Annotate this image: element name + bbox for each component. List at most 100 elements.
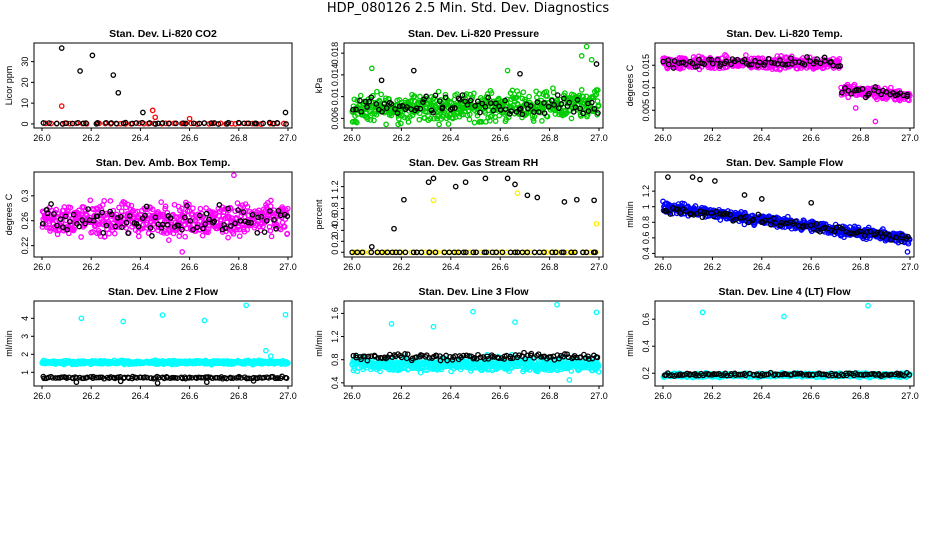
- data-point: [282, 311, 289, 318]
- data-point: [515, 91, 522, 98]
- y-axis-label: degrees C: [625, 64, 635, 106]
- data-point: [58, 45, 65, 51]
- data-point: [848, 90, 855, 97]
- plot-frame: [33, 42, 293, 129]
- data-point: [852, 105, 859, 111]
- data-point: [103, 119, 109, 126]
- data-point: [379, 108, 385, 115]
- data-point: [190, 120, 197, 127]
- data-point: [189, 210, 196, 217]
- data-point: [77, 68, 83, 74]
- data-point: [436, 98, 443, 105]
- data-point: [232, 220, 238, 227]
- data-point: [416, 116, 423, 123]
- data-point: [466, 111, 473, 118]
- data-point: [535, 109, 542, 115]
- data-point: [898, 238, 905, 245]
- data-point: [550, 89, 557, 96]
- data-point: [839, 225, 845, 232]
- data-point: [67, 218, 73, 225]
- series-series-1: [660, 302, 913, 381]
- data-point: [349, 249, 356, 256]
- x-tick-label: 27.0: [279, 391, 297, 401]
- data-point: [482, 110, 489, 116]
- data-point: [497, 107, 504, 113]
- x-tick-label: 27.0: [590, 133, 608, 143]
- data-point: [858, 228, 864, 235]
- data-point: [872, 118, 879, 125]
- x-tick-label: 26.8: [541, 391, 559, 401]
- data-point: [391, 225, 397, 232]
- data-point: [804, 54, 810, 60]
- data-point: [710, 213, 717, 220]
- series-series-1: [39, 302, 291, 368]
- data-point: [541, 100, 547, 106]
- data-point: [107, 198, 114, 204]
- data-point: [44, 210, 51, 217]
- data-point: [904, 249, 911, 255]
- x-tick-label: 26.6: [181, 262, 199, 272]
- data-point: [817, 60, 824, 67]
- data-point: [366, 249, 373, 256]
- data-point: [230, 230, 237, 237]
- data-point: [732, 216, 738, 223]
- data-point: [778, 219, 785, 226]
- data-point: [366, 98, 372, 105]
- y-tick-label: 0.014: [330, 64, 340, 87]
- data-point: [140, 109, 146, 116]
- data-point: [578, 87, 585, 93]
- data-point: [114, 215, 121, 221]
- data-point: [417, 369, 424, 376]
- data-point: [779, 61, 786, 68]
- series-series-2: [660, 54, 911, 101]
- data-point: [60, 224, 66, 231]
- data-point: [671, 58, 678, 64]
- data-point: [495, 95, 502, 102]
- data-point: [401, 114, 408, 121]
- data-point: [143, 203, 150, 210]
- x-tick-label: 27.0: [901, 262, 919, 272]
- y-tick-label: 1.2: [641, 185, 651, 198]
- data-point: [116, 204, 122, 211]
- data-point: [267, 353, 274, 359]
- y-axis-label: percent: [314, 199, 324, 230]
- data-point: [750, 216, 757, 223]
- data-point: [242, 218, 249, 225]
- data-point: [899, 232, 905, 239]
- data-point: [76, 223, 83, 230]
- data-point: [504, 67, 511, 74]
- data-point: [893, 234, 900, 241]
- data-point: [240, 209, 247, 215]
- data-point: [263, 347, 269, 354]
- y-tick-label: 1.6: [330, 307, 340, 320]
- y-tick-label: 1: [641, 204, 651, 209]
- data-point: [159, 120, 166, 126]
- data-point: [426, 249, 433, 256]
- data-point: [190, 226, 196, 233]
- series-series-2: [349, 175, 598, 256]
- data-point: [439, 104, 446, 111]
- y-axis-label: ml/min: [625, 201, 635, 228]
- data-point: [57, 216, 64, 222]
- data-point: [142, 212, 148, 219]
- data-point: [551, 102, 557, 108]
- data-point: [184, 203, 190, 209]
- data-point: [78, 234, 84, 240]
- data-point: [821, 54, 828, 61]
- series-series-2: [350, 61, 601, 118]
- y-tick-label: 0.3: [20, 190, 30, 203]
- data-point: [67, 120, 73, 127]
- data-point: [420, 99, 426, 105]
- y-tick-label: 0.4: [641, 247, 651, 260]
- data-point: [225, 234, 231, 241]
- data-point: [139, 119, 146, 126]
- data-point: [200, 225, 206, 232]
- data-point: [479, 100, 486, 107]
- x-tick-label: 27.0: [279, 262, 297, 272]
- data-point: [548, 97, 555, 104]
- data-point: [254, 229, 261, 236]
- data-point: [452, 183, 459, 190]
- data-point: [723, 210, 730, 217]
